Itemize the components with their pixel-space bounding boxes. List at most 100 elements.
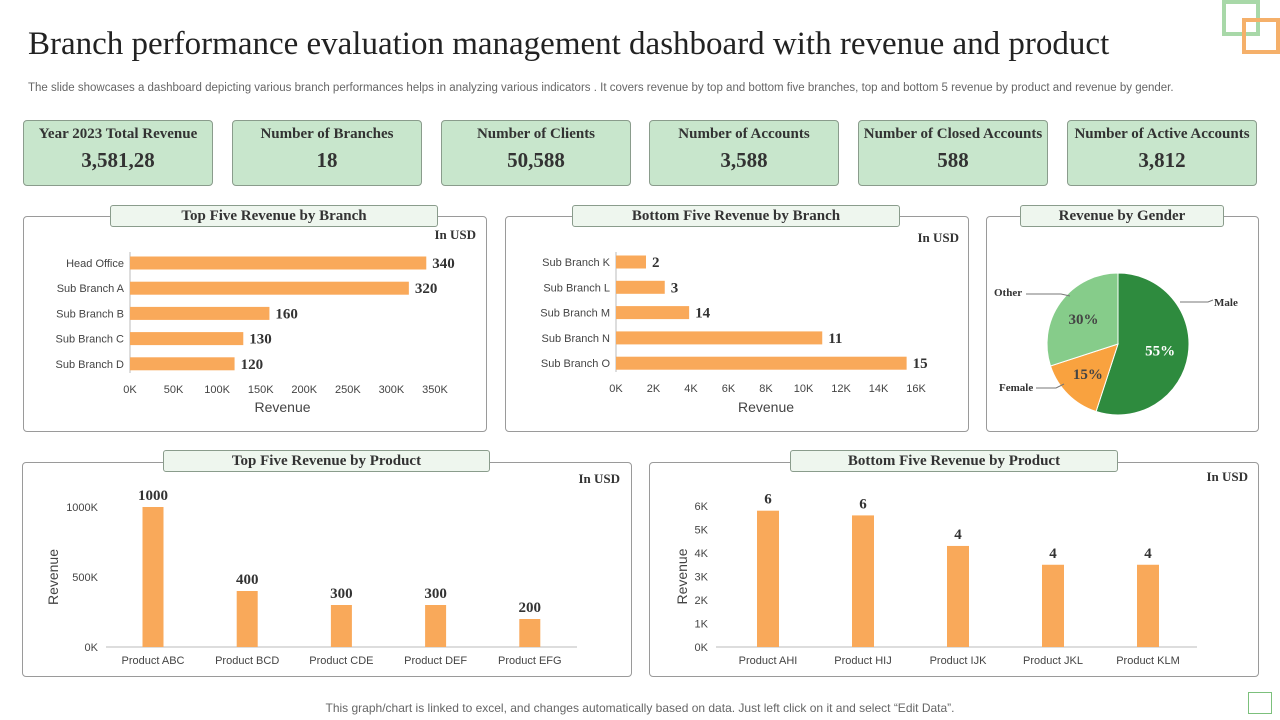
bar: [616, 255, 646, 269]
kpi-label: Year 2023 Total Revenue: [38, 126, 198, 142]
kpi-clients: Number of Clients 50,588: [441, 120, 631, 186]
data-label: 120: [241, 357, 263, 373]
category-label: Head Office: [66, 258, 124, 270]
bar: [616, 306, 690, 320]
x-tick-label: 300K: [379, 384, 405, 396]
kpi-value: 3,581,28: [81, 148, 155, 172]
data-label: 3: [671, 280, 679, 296]
y-tick-label: 2K: [695, 595, 709, 607]
x-tick-label: 350K: [422, 384, 448, 396]
category-label: Product KLM: [1116, 655, 1180, 667]
data-label: 14: [695, 306, 711, 322]
callout-line-male: [1180, 299, 1214, 303]
bar: [1042, 564, 1064, 647]
bar: [519, 619, 541, 647]
y-tick-label: 4K: [695, 548, 709, 560]
bar: [142, 507, 164, 647]
kpi-branches: Number of Branches 18: [232, 120, 422, 186]
data-label: 4: [954, 527, 962, 543]
data-label: 4: [1049, 546, 1057, 562]
kpi-accounts: Number of Accounts 3,588: [649, 120, 839, 186]
data-label: 320: [415, 281, 438, 297]
data-label: 15: [913, 356, 928, 372]
y-tick-label: 1K: [695, 619, 709, 631]
bar: [425, 605, 447, 647]
kpi-label: Number of Clients: [476, 126, 596, 142]
panel-top-branch: [23, 216, 487, 432]
bar: [330, 605, 352, 647]
x-tick-label: 10K: [794, 383, 814, 395]
x-tick-label: 200K: [291, 384, 317, 396]
category-label: Product JKL: [1023, 655, 1083, 667]
slice-name-other: Other: [994, 287, 1022, 299]
pie-slice-label: 55%: [1145, 344, 1175, 360]
bar: [236, 591, 258, 647]
x-tick-label: 250K: [335, 384, 361, 396]
data-label: 340: [432, 256, 455, 272]
data-label: 4: [1144, 546, 1152, 562]
category-label: Product AHI: [739, 655, 798, 667]
unit-label: In USD: [434, 227, 476, 242]
kpi-active-accounts: Number of Active Accounts 3,812: [1067, 120, 1257, 186]
x-tick-label: 16K: [906, 383, 926, 395]
x-tick-label: 6K: [722, 383, 736, 395]
chart-bottom-product: In USD 0K 1K 2K 3K 4K 5K 6K 6 Product AHI 6 Product…: [674, 469, 1248, 667]
bar: [757, 510, 779, 647]
category-label: Sub Branch D: [56, 359, 125, 371]
panel-title-top-product: Top Five Revenue by Product: [163, 450, 490, 472]
category-label: Sub Branch L: [543, 282, 610, 294]
chart-top-product: In USD 0K 500K 1000K 1000 Product ABC 400 Produ…: [45, 471, 620, 667]
slice-name-female: Female: [999, 382, 1033, 394]
callout-line-other: [1026, 293, 1071, 297]
kpi-label: Number of Accounts: [678, 126, 810, 142]
chart-bottom-branch: In USD Sub Branch K 2 Sub Branch L 3 Sub Bran…: [540, 230, 959, 415]
y-tick-label: 5K: [695, 525, 709, 537]
y-axis-title: Revenue: [674, 548, 690, 604]
x-axis-title: Revenue: [254, 399, 310, 415]
panel-title-bottom-branch: Bottom Five Revenue by Branch: [572, 205, 900, 227]
x-tick-label: 100K: [204, 384, 230, 396]
chart-top-branch: In USD Head Office 340 Sub Branch A 320 Sub B…: [56, 227, 476, 415]
category-label: Product EFG: [498, 655, 562, 667]
bar: [616, 280, 665, 294]
x-tick-label: 4K: [684, 383, 698, 395]
data-label: 2: [652, 255, 660, 271]
category-label: Sub Branch K: [542, 257, 611, 269]
x-tick-label: 150K: [248, 384, 274, 396]
kpi-label: Number of Branches: [260, 126, 394, 142]
chart-gender: 55% 15% 30% Male Other Female: [994, 272, 1238, 416]
category-label: Product BCD: [215, 655, 279, 667]
bar: [1137, 564, 1159, 647]
data-label: 6: [859, 496, 867, 512]
data-label: 200: [519, 600, 542, 616]
panel-title-bottom-product: Bottom Five Revenue by Product: [790, 450, 1118, 472]
kpi-value: 3,812: [1138, 148, 1186, 172]
unit-label: In USD: [917, 230, 959, 245]
y-tick-label: 3K: [695, 572, 709, 584]
x-tick-label: 12K: [831, 383, 851, 395]
bar: [130, 256, 427, 270]
bar: [616, 356, 907, 370]
category-label: Sub Branch M: [540, 308, 610, 320]
data-label: 300: [330, 586, 353, 602]
y-tick-label: 6K: [695, 501, 709, 513]
data-label: 1000: [138, 488, 168, 504]
unit-label: In USD: [578, 471, 620, 486]
kpi-label: Number of Closed Accounts: [863, 126, 1043, 142]
bar: [130, 306, 270, 320]
category-label: Product IJK: [930, 655, 988, 667]
category-label: Product ABC: [122, 655, 185, 667]
kpi-value: 3,588: [720, 148, 768, 172]
category-label: Sub Branch B: [56, 308, 124, 320]
unit-label: In USD: [1206, 469, 1248, 484]
kpi-value: 18: [316, 148, 338, 172]
page-subtitle: The slide showcases a dashboard depictin…: [28, 82, 1174, 94]
category-label: Sub Branch A: [57, 283, 125, 295]
kpi-label: Number of Active Accounts: [1074, 126, 1250, 142]
y-tick-label: 500K: [72, 572, 98, 584]
data-label: 130: [249, 332, 271, 348]
x-axis-title: Revenue: [738, 399, 794, 415]
x-tick-label: 14K: [869, 383, 889, 395]
bar: [130, 357, 235, 371]
category-label: Product CDE: [309, 655, 373, 667]
